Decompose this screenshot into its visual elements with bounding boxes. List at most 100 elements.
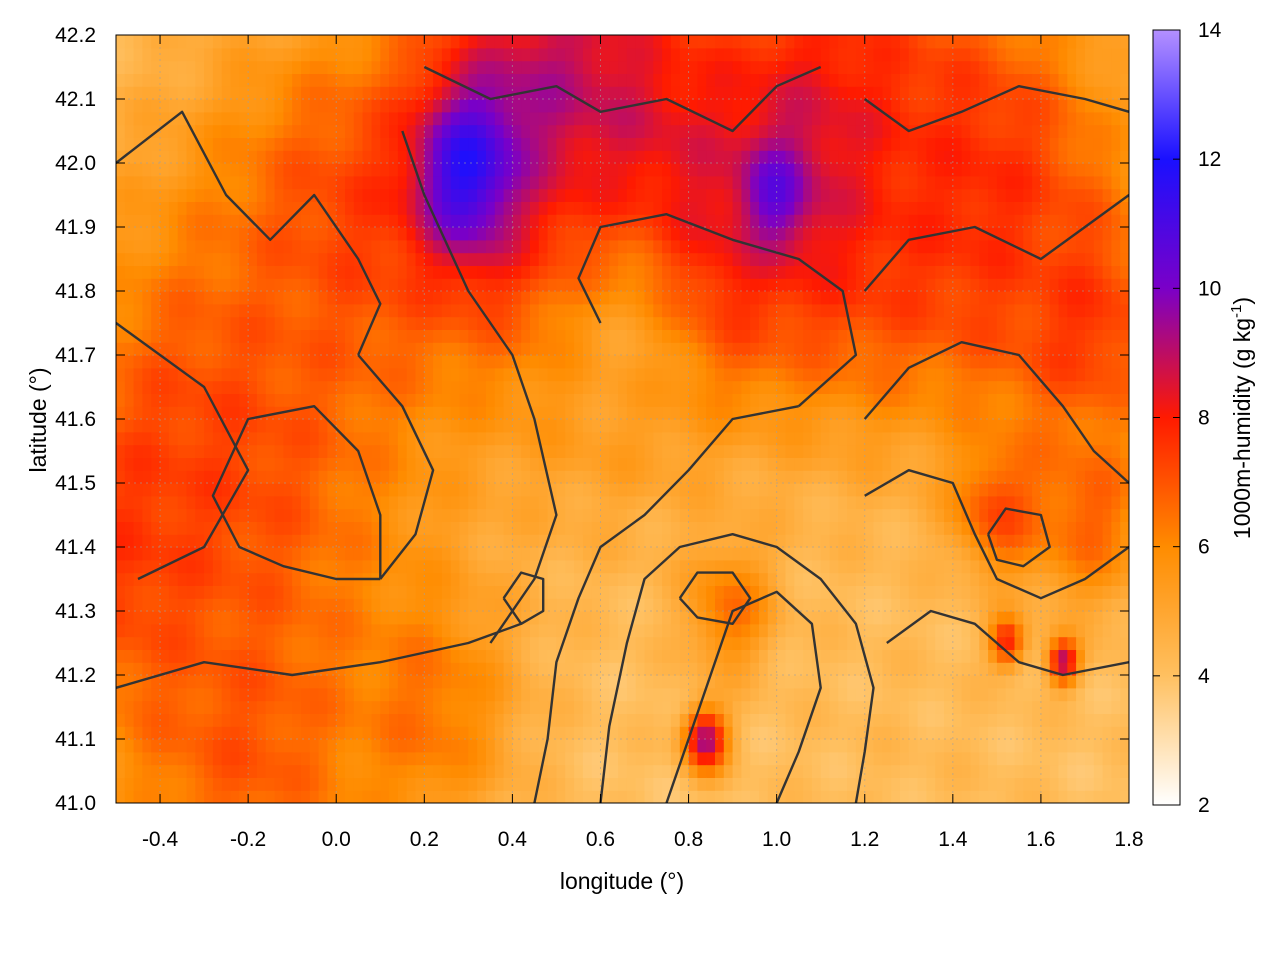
heatmap-cell — [521, 547, 531, 561]
heatmap-cell — [741, 214, 751, 228]
heatmap-cell — [715, 291, 725, 305]
heatmap-cell — [433, 713, 443, 727]
heatmap-cell — [353, 636, 364, 650]
heatmap-cell — [759, 598, 769, 612]
heatmap-cell — [626, 764, 637, 778]
heatmap-cell — [803, 316, 813, 330]
heatmap-cell — [309, 73, 320, 87]
heatmap-cell — [811, 726, 822, 740]
heatmap-cell — [424, 278, 434, 292]
heatmap-cell — [133, 355, 143, 369]
heatmap-cell — [230, 175, 240, 190]
heatmap-cell — [829, 86, 839, 100]
heatmap-cell — [521, 227, 531, 241]
heatmap-cell — [486, 726, 496, 740]
heatmap-cell — [759, 150, 769, 164]
heatmap-cell — [565, 611, 575, 625]
heatmap-cell — [345, 124, 355, 138]
heatmap-cell — [679, 303, 690, 318]
heatmap-cell — [221, 623, 232, 638]
heatmap-cell — [741, 252, 751, 266]
heatmap-cell — [230, 137, 240, 151]
heatmap-cell — [397, 572, 408, 586]
heatmap-cell — [362, 175, 372, 190]
heatmap-cell — [459, 303, 469, 318]
heatmap-cell — [670, 508, 681, 522]
heatmap-cell — [776, 214, 787, 228]
heatmap-cell — [565, 764, 575, 778]
heatmap-cell — [406, 687, 417, 702]
heatmap-cell — [265, 150, 276, 164]
heatmap-cell — [371, 124, 381, 138]
heatmap-cell — [204, 431, 214, 446]
heatmap-cell — [362, 137, 372, 151]
heatmap-cell — [697, 687, 707, 702]
heatmap-cell — [609, 572, 619, 586]
heatmap-cell — [168, 700, 179, 714]
heatmap-cell — [486, 278, 496, 292]
heatmap-cell — [133, 713, 143, 727]
heatmap-cell — [582, 611, 593, 625]
heatmap-cell — [450, 521, 461, 535]
heatmap-cell — [397, 342, 408, 356]
heatmap-cell — [723, 700, 734, 714]
heatmap-cell — [767, 547, 778, 561]
heatmap-cell — [301, 303, 311, 318]
heatmap-cell — [292, 380, 302, 394]
heatmap-cell — [389, 278, 399, 292]
heatmap-cell — [838, 739, 848, 753]
heatmap-cell — [530, 265, 540, 279]
heatmap-cell — [177, 303, 188, 318]
heatmap-cell — [292, 47, 302, 62]
heatmap-cell — [803, 252, 813, 266]
heatmap-cell — [723, 188, 734, 202]
heatmap-cell — [697, 150, 707, 164]
heatmap-cell — [441, 483, 452, 497]
heatmap-cell — [759, 86, 769, 100]
heatmap-cell — [301, 444, 311, 458]
heatmap-cell — [618, 777, 628, 791]
heatmap-cell — [582, 265, 593, 279]
heatmap-cell — [318, 188, 328, 202]
heatmap-cell — [292, 508, 302, 522]
heatmap-cell — [160, 303, 170, 318]
heatmap-cell — [468, 777, 478, 791]
heatmap-cell — [538, 611, 549, 625]
heatmap-cell — [212, 227, 223, 241]
heatmap-cell — [547, 47, 557, 62]
heatmap-cell — [441, 278, 452, 292]
heatmap-cell — [459, 175, 469, 190]
heatmap-cell — [494, 188, 505, 202]
heatmap-cell — [574, 406, 584, 420]
heatmap-cell — [820, 572, 831, 586]
heatmap-cell — [750, 278, 760, 292]
heatmap-cell — [441, 47, 452, 62]
heatmap-cell — [309, 559, 320, 574]
heatmap-cell — [318, 175, 328, 190]
heatmap-cell — [723, 457, 734, 471]
heatmap-cell — [406, 60, 417, 74]
heatmap-cell — [618, 611, 628, 625]
heatmap-cell — [309, 47, 320, 62]
heatmap-cell — [265, 86, 276, 100]
heatmap-cell — [406, 713, 417, 727]
heatmap-cell — [204, 265, 214, 279]
heatmap-cell — [283, 419, 293, 433]
heatmap-cell — [265, 47, 276, 62]
heatmap-cell — [248, 393, 258, 407]
heatmap-cell — [230, 35, 240, 49]
heatmap-cell — [142, 393, 152, 407]
heatmap-cell — [626, 521, 637, 535]
heatmap-cell — [433, 585, 443, 599]
heatmap-cell — [820, 598, 831, 612]
heatmap-cell — [406, 521, 417, 535]
heatmap-cell — [503, 303, 513, 318]
heatmap-cell — [706, 534, 716, 548]
heatmap-cell — [706, 163, 716, 177]
heatmap-cell — [292, 687, 302, 702]
heatmap-cell — [248, 585, 258, 599]
heatmap-cell — [283, 329, 293, 343]
heatmap-cell — [124, 342, 135, 356]
heatmap-cell — [212, 60, 223, 74]
heatmap-cell — [776, 124, 787, 138]
